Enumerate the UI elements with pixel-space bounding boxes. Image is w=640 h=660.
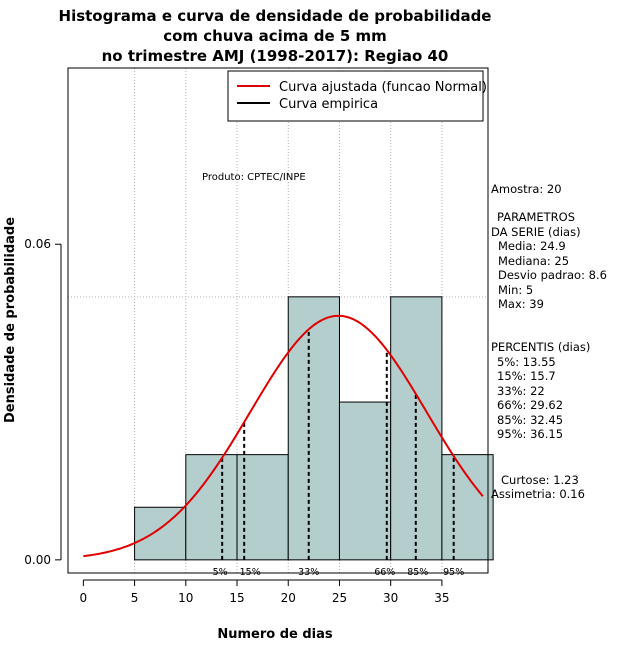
histogram-bar-5	[390, 296, 443, 561]
x-axis-label: Numero de dias	[217, 627, 333, 642]
x-tick-label-10: 10	[178, 591, 193, 605]
parametros-header-2: DA SERIE (dias)	[491, 225, 581, 239]
percentil-33: 33%: 22	[497, 384, 545, 398]
histogram-bar-1	[185, 454, 238, 561]
x-tick-label-25: 25	[332, 591, 347, 605]
stat-desvio: Desvio padrao: 8.6	[498, 268, 607, 282]
histogram-bar-6	[441, 454, 494, 561]
percentile-label-95: 95%	[443, 567, 464, 578]
percentile-label-85: 85%	[407, 567, 428, 578]
y-tick-label-0: 0.00	[24, 553, 51, 567]
chart-title-line-1: Histograma e curva de densidade de proba…	[59, 7, 492, 25]
y-tick-label-1: 0.06	[24, 237, 51, 251]
axis-layer: 0 5 10 15 20 25 30 35 0.00 0.06	[24, 237, 449, 605]
percentil-95: 95%: 36.15	[497, 427, 563, 441]
percentile-label-66: 66%	[374, 567, 395, 578]
y-axis-label: Densidade de probabilidade	[3, 217, 18, 423]
histogram-bar-3	[287, 296, 340, 561]
percentile-label-33: 33%	[298, 567, 319, 578]
stat-amostra: Amostra: 20	[491, 182, 562, 196]
stat-curtose: Curtose: 1.23	[501, 473, 579, 487]
normal-fit-curve	[83, 314, 484, 558]
stats-panel: Amostra: 20 PARAMETROS DA SERIE (dias) M…	[491, 182, 607, 501]
legend: Curva ajustada (funcao Normal) Curva emp…	[227, 70, 487, 122]
chart-title-line-3: no trimestre AMJ (1998-2017): Regiao 40	[102, 47, 449, 65]
percentile-label-15: 15%	[240, 567, 261, 578]
curve-layer	[83, 314, 484, 558]
stat-min: Min: 5	[498, 283, 533, 297]
percentil-15: 15%: 15.7	[497, 369, 556, 383]
percentis-header: PERCENTIS (dias)	[491, 340, 590, 354]
stat-mediana: Mediana: 25	[498, 254, 569, 268]
x-tick-label-35: 35	[434, 591, 449, 605]
percentile-lines-layer: 5% 15% 33% 66% 85% 95%	[213, 329, 464, 578]
parametros-header-1: PARAMETROS	[497, 210, 575, 224]
x-tick-label-30: 30	[383, 591, 398, 605]
percentil-5: 5%: 13.55	[497, 355, 556, 369]
stat-assimetria: Assimetria: 0.16	[491, 487, 585, 501]
chart-title-line-2: com chuva acima de 5 mm	[163, 27, 387, 45]
histogram-bar-4	[338, 401, 392, 561]
x-tick-label-15: 15	[229, 591, 244, 605]
percentil-85: 85%: 32.45	[497, 413, 563, 427]
legend-label-fit: Curva ajustada (funcao Normal)	[279, 80, 487, 95]
legend-label-empirical: Curva empirica	[279, 97, 378, 112]
histogram-bar-0	[134, 506, 187, 561]
product-annotation: Produto: CPTEC/INPE	[202, 172, 306, 183]
bars-layer	[134, 296, 494, 561]
stat-max: Max: 39	[498, 297, 544, 311]
x-tick-label-0: 0	[80, 591, 88, 605]
x-tick-label-20: 20	[281, 591, 296, 605]
percentile-label-5: 5%	[213, 567, 228, 578]
percentil-66: 66%: 29.62	[497, 398, 563, 412]
stat-media: Media: 24.9	[498, 239, 566, 253]
plot-frame	[67, 67, 489, 574]
x-tick-label-5: 5	[131, 591, 139, 605]
legend-box	[227, 70, 484, 122]
